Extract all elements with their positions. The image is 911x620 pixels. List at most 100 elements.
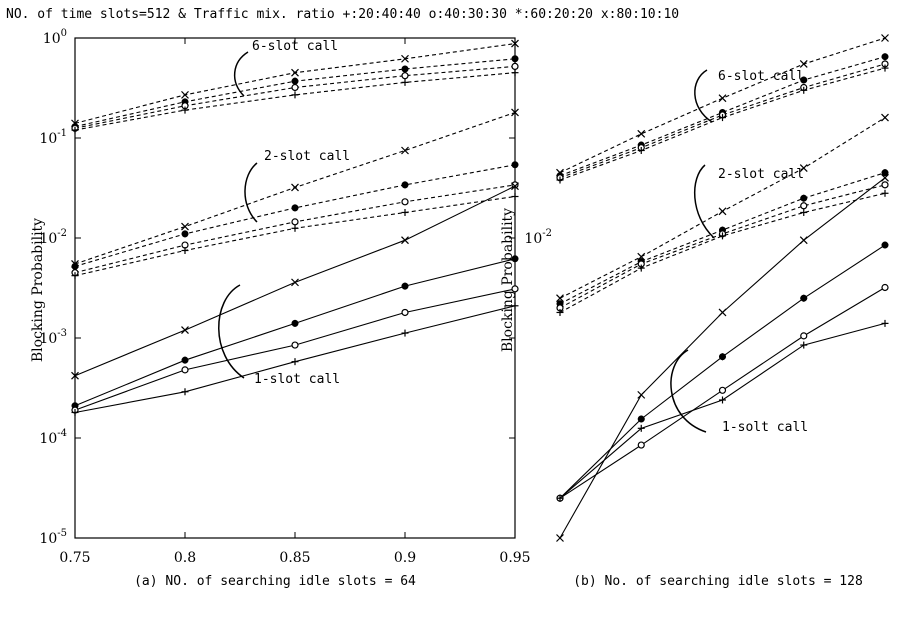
y-tick-label: 10-2 xyxy=(524,228,552,247)
panel-a-gridlines xyxy=(75,37,515,539)
data-point xyxy=(401,208,409,216)
data-point xyxy=(637,252,646,261)
annotation-2slot-b: 2-slot call xyxy=(718,167,804,182)
data-point xyxy=(800,202,808,210)
y-tick-base: 10 xyxy=(524,231,542,247)
panel-b-caption: (b) No. of searching idle slots = 128 xyxy=(573,574,863,589)
y-tick-exponent: -5 xyxy=(57,528,67,539)
annotation-1solt-b: 1-solt call xyxy=(722,420,808,435)
data-point xyxy=(637,424,645,432)
data-point xyxy=(401,72,409,80)
data-point xyxy=(291,68,299,77)
data-point xyxy=(719,353,726,361)
data-point xyxy=(511,302,519,310)
series-line-6-slot-star xyxy=(559,56,886,177)
data-point xyxy=(511,55,519,63)
data-point xyxy=(511,161,519,169)
panel-b-braces xyxy=(670,69,715,433)
y-tick-base: 10 xyxy=(39,431,57,447)
series-line-6-slot-plus xyxy=(559,67,886,181)
data-point xyxy=(799,236,808,245)
data-point xyxy=(556,294,564,303)
data-point xyxy=(71,408,79,416)
x-tick-label: 0.9 xyxy=(394,550,416,566)
data-point xyxy=(291,183,299,192)
data-point xyxy=(401,146,409,155)
data-point xyxy=(401,65,409,73)
y-tick-label: 10-2 xyxy=(39,228,67,247)
series-line-1-slot-star xyxy=(559,244,886,499)
data-point xyxy=(291,358,299,366)
data-point xyxy=(881,189,889,197)
panel-b-y-axis-label: Blocking Probability xyxy=(500,208,516,352)
data-point xyxy=(881,319,889,327)
data-point xyxy=(181,356,189,364)
data-point xyxy=(637,415,645,423)
data-point xyxy=(718,308,727,317)
y-tick-exponent: -3 xyxy=(57,328,67,339)
data-point xyxy=(71,262,79,270)
data-point xyxy=(291,91,299,99)
data-point xyxy=(881,283,889,292)
brace-6slot-a xyxy=(234,51,249,97)
figure-header: NO. of time slots=512 & Traffic mix. rat… xyxy=(6,7,679,22)
data-point xyxy=(291,319,299,327)
y-tick-exponent: 0 xyxy=(61,28,67,39)
data-point xyxy=(291,83,299,92)
panel-a-caption: (a) NO. of searching idle slots = 64 xyxy=(134,574,416,589)
data-point xyxy=(181,230,189,238)
data-point xyxy=(401,78,409,86)
data-point xyxy=(637,390,646,399)
panel-b-series xyxy=(556,34,889,542)
data-point xyxy=(800,76,808,84)
x-tick-label: 0.85 xyxy=(279,550,310,566)
data-point xyxy=(718,207,727,216)
data-point xyxy=(291,278,299,287)
series-line-6-slot-o xyxy=(74,65,516,129)
data-point xyxy=(291,204,299,212)
panel-a-y-axis-label: Blocking Probability xyxy=(30,218,46,362)
data-point xyxy=(719,114,726,122)
data-point xyxy=(401,308,409,317)
data-point xyxy=(881,169,889,177)
panel-a-series xyxy=(71,39,519,416)
series-line-6-slot-o xyxy=(559,63,886,179)
brace-1slot-a xyxy=(218,284,245,379)
data-point xyxy=(799,164,808,173)
data-point xyxy=(556,534,564,542)
x-tick-label: 0.95 xyxy=(499,550,530,566)
data-point xyxy=(511,255,519,263)
panel-b: Blocking Probability (b) No. of searchin… xyxy=(500,34,889,589)
data-point xyxy=(800,86,808,94)
y-tick-base: 10 xyxy=(39,231,57,247)
data-point xyxy=(181,388,189,396)
data-point xyxy=(881,181,889,189)
data-point xyxy=(401,282,409,290)
data-point xyxy=(511,69,519,77)
data-point xyxy=(291,218,299,226)
series-line-1-slot-plus xyxy=(559,322,886,499)
data-point xyxy=(556,308,564,316)
data-point xyxy=(718,386,727,394)
data-point xyxy=(181,90,189,99)
data-point xyxy=(181,106,189,114)
data-point xyxy=(881,64,889,72)
data-point xyxy=(881,113,889,122)
data-point xyxy=(799,60,808,68)
y-tick-label: 10-4 xyxy=(39,428,67,447)
data-point xyxy=(800,332,808,340)
data-point xyxy=(401,181,409,189)
data-point xyxy=(511,285,519,293)
data-point xyxy=(556,176,564,184)
data-point xyxy=(291,341,299,349)
data-point xyxy=(556,494,564,502)
y-tick-exponent: -2 xyxy=(542,228,552,239)
data-point xyxy=(401,54,409,63)
data-point xyxy=(71,126,79,134)
data-point xyxy=(800,294,808,302)
x-tick-label: 0.8 xyxy=(174,550,196,566)
y-tick-base: 10 xyxy=(43,31,61,47)
series-line-6-slot-x xyxy=(559,37,886,174)
